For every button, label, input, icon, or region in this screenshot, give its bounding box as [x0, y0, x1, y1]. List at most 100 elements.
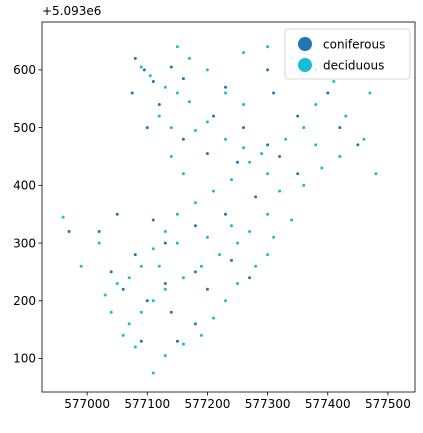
point-deciduous-64 [242, 51, 245, 55]
point-deciduous-56 [103, 293, 107, 297]
point-deciduous-39 [224, 299, 227, 303]
point-deciduous-29 [151, 299, 155, 303]
point-coniferous-35 [67, 230, 71, 233]
point-coniferous-29 [248, 276, 252, 280]
point-deciduous-79 [230, 224, 233, 228]
point-coniferous-39 [242, 126, 245, 130]
point-deciduous-0 [139, 65, 143, 69]
y-tick-label-0: 100 [13, 352, 36, 366]
point-coniferous-2 [151, 80, 155, 83]
point-deciduous-74 [187, 56, 191, 60]
point-deciduous-58 [97, 241, 101, 245]
point-deciduous-17 [368, 91, 372, 95]
point-deciduous-52 [151, 247, 155, 251]
point-coniferous-10 [236, 160, 239, 164]
point-deciduous-13 [302, 126, 306, 130]
point-coniferous-25 [169, 310, 173, 314]
point-coniferous-18 [224, 212, 227, 216]
point-coniferous-19 [193, 224, 197, 228]
point-deciduous-34 [151, 371, 155, 375]
y-tick-label-2: 300 [13, 236, 36, 250]
point-coniferous-6 [181, 77, 185, 81]
point-deciduous-77 [175, 241, 179, 245]
point-coniferous-16 [296, 172, 300, 176]
point-deciduous-65 [266, 45, 270, 49]
point-deciduous-63 [205, 68, 209, 72]
point-coniferous-14 [338, 126, 342, 130]
point-coniferous-1 [142, 68, 146, 72]
point-deciduous-71 [314, 143, 318, 147]
point-deciduous-49 [193, 201, 197, 205]
legend-label-coniferous: coniferous [323, 38, 385, 52]
point-deciduous-4 [187, 100, 191, 104]
point-deciduous-45 [266, 172, 270, 176]
points-layer [61, 45, 378, 375]
point-deciduous-28 [163, 287, 167, 291]
point-coniferous-22 [109, 270, 113, 274]
point-coniferous-0 [133, 56, 137, 60]
point-deciduous-60 [79, 264, 83, 268]
point-deciduous-31 [127, 322, 131, 326]
point-coniferous-21 [133, 253, 137, 257]
point-deciduous-26 [199, 264, 203, 268]
y-tick-label-3: 400 [13, 179, 36, 193]
point-deciduous-62 [181, 172, 185, 176]
point-coniferous-43 [272, 91, 276, 95]
point-coniferous-3 [130, 91, 134, 95]
point-deciduous-47 [230, 178, 233, 182]
point-deciduous-18 [338, 155, 342, 158]
point-coniferous-27 [205, 287, 209, 291]
x-tick-label-2: 577200 [185, 397, 231, 411]
point-deciduous-78 [205, 235, 209, 239]
y-axis: 100 200 300 400 500 600 [13, 63, 42, 366]
point-deciduous-75 [175, 45, 179, 49]
point-coniferous-11 [266, 143, 270, 147]
point-deciduous-9 [224, 137, 227, 141]
point-deciduous-69 [362, 137, 366, 141]
point-deciduous-7 [193, 129, 197, 132]
point-deciduous-72 [242, 103, 245, 106]
point-coniferous-30 [151, 218, 155, 222]
x-tick-label-4: 577400 [305, 397, 351, 411]
point-deciduous-48 [212, 189, 215, 193]
point-deciduous-54 [127, 276, 131, 280]
point-deciduous-59 [61, 215, 65, 219]
point-deciduous-3 [175, 91, 179, 95]
point-coniferous-31 [115, 212, 119, 216]
point-deciduous-22 [266, 212, 270, 216]
point-coniferous-9 [205, 152, 209, 156]
y-tick-label-1: 200 [13, 294, 36, 308]
legend: coniferous deciduous [284, 28, 411, 80]
point-deciduous-30 [139, 310, 143, 314]
point-coniferous-28 [230, 258, 233, 262]
x-tick-label-0: 577000 [64, 397, 110, 411]
legend-box [284, 28, 411, 80]
point-coniferous-24 [145, 299, 149, 303]
point-deciduous-2 [163, 85, 167, 89]
point-coniferous-12 [296, 114, 300, 118]
point-deciduous-20 [302, 183, 306, 187]
x-tick-label-5: 577500 [365, 397, 411, 411]
point-deciduous-27 [181, 276, 185, 280]
point-deciduous-35 [163, 354, 167, 358]
point-coniferous-7 [145, 126, 149, 130]
y-tick-label-5: 600 [13, 63, 36, 77]
point-coniferous-20 [163, 241, 167, 245]
legend-label-deciduous: deciduous [323, 59, 384, 73]
point-coniferous-13 [326, 91, 330, 95]
point-coniferous-15 [356, 143, 360, 147]
point-deciduous-61 [169, 155, 173, 158]
point-deciduous-40 [236, 282, 239, 285]
point-deciduous-6 [169, 126, 173, 130]
point-coniferous-32 [97, 230, 101, 233]
point-deciduous-53 [139, 264, 143, 268]
x-axis: 577000 577100 577200 577300 577400 577500 [64, 392, 411, 411]
point-deciduous-12 [284, 137, 288, 141]
point-deciduous-43 [272, 235, 276, 239]
plot-frame [41, 21, 416, 393]
point-deciduous-10 [242, 146, 245, 150]
point-coniferous-40 [193, 270, 197, 274]
point-deciduous-8 [205, 120, 209, 124]
